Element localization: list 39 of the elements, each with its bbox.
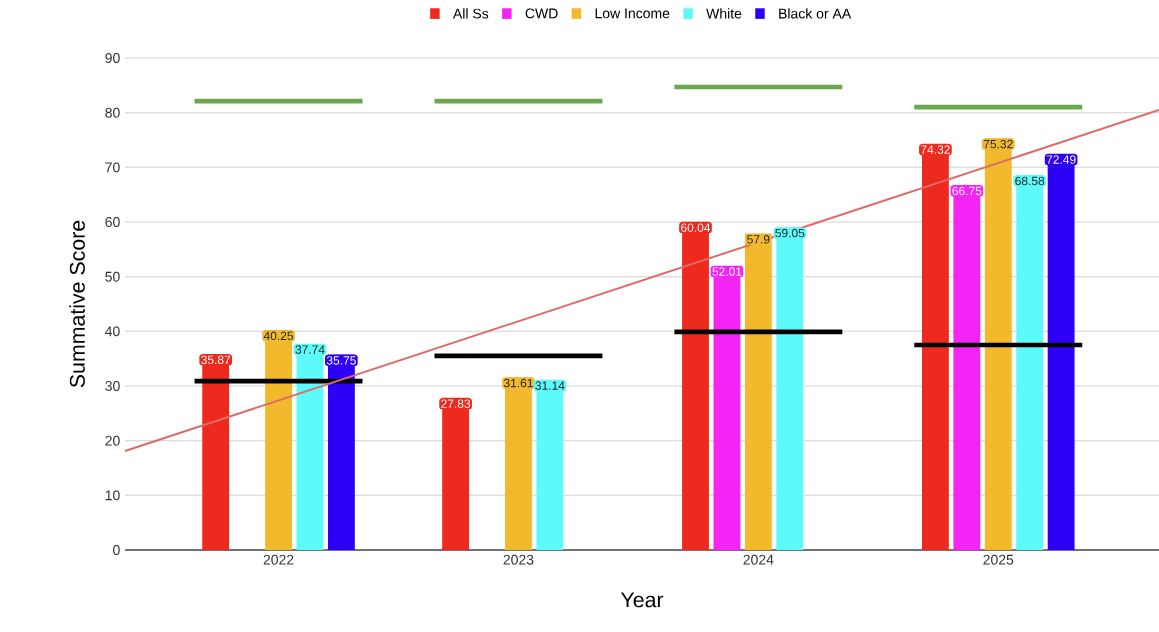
legend-label: White (706, 8, 742, 19)
data-label: 72.49 (1046, 155, 1076, 164)
data-label: 31.61 (503, 378, 533, 388)
x-axis-title: Year (620, 592, 664, 608)
y-tick-label: 0 (113, 545, 120, 555)
y-tick-label: 70 (105, 162, 120, 173)
data-label: 27.83 (441, 399, 471, 408)
x-tick-label: 2024 (743, 554, 774, 565)
y-tick-label: 40 (105, 326, 120, 337)
data-label: 68.58 (1015, 176, 1045, 186)
data-label: 40.25 (263, 331, 294, 341)
legend-label: CWD (525, 8, 558, 19)
x-tick-label: 2023 (503, 554, 534, 565)
bar (984, 138, 1012, 550)
data-label: 35.75 (326, 356, 356, 365)
x-tick-label: 2025 (983, 554, 1014, 565)
y-tick-label: 10 (105, 490, 120, 501)
data-label: 37.74 (295, 345, 325, 354)
y-tick-label: 30 (105, 381, 120, 391)
data-label: 52.01 (712, 267, 742, 276)
data-label: 31.14 (535, 381, 565, 390)
y-tick-label: 90 (105, 53, 120, 63)
data-label: 74.32 (921, 145, 950, 154)
y-tick-label: 50 (105, 271, 120, 282)
data-label: 57.9 (747, 235, 770, 244)
legend-label: All Ss (452, 8, 489, 19)
y-tick-label: 60 (105, 217, 120, 227)
x-tick-label: 2022 (263, 554, 294, 565)
data-label: 66.75 (952, 186, 982, 196)
y-tick-label: 80 (105, 107, 120, 118)
data-label: 60.04 (681, 223, 711, 232)
data-label: 75.32 (983, 139, 1013, 149)
data-label: 35.87 (201, 355, 231, 365)
legend-label: Low Income (595, 8, 670, 19)
y-tick-label: 20 (105, 435, 120, 446)
bar (744, 233, 772, 550)
legend-label: Black or AA (779, 8, 852, 19)
y-axis-title: Summative Score (69, 220, 85, 388)
data-label: 59.05 (775, 228, 805, 238)
